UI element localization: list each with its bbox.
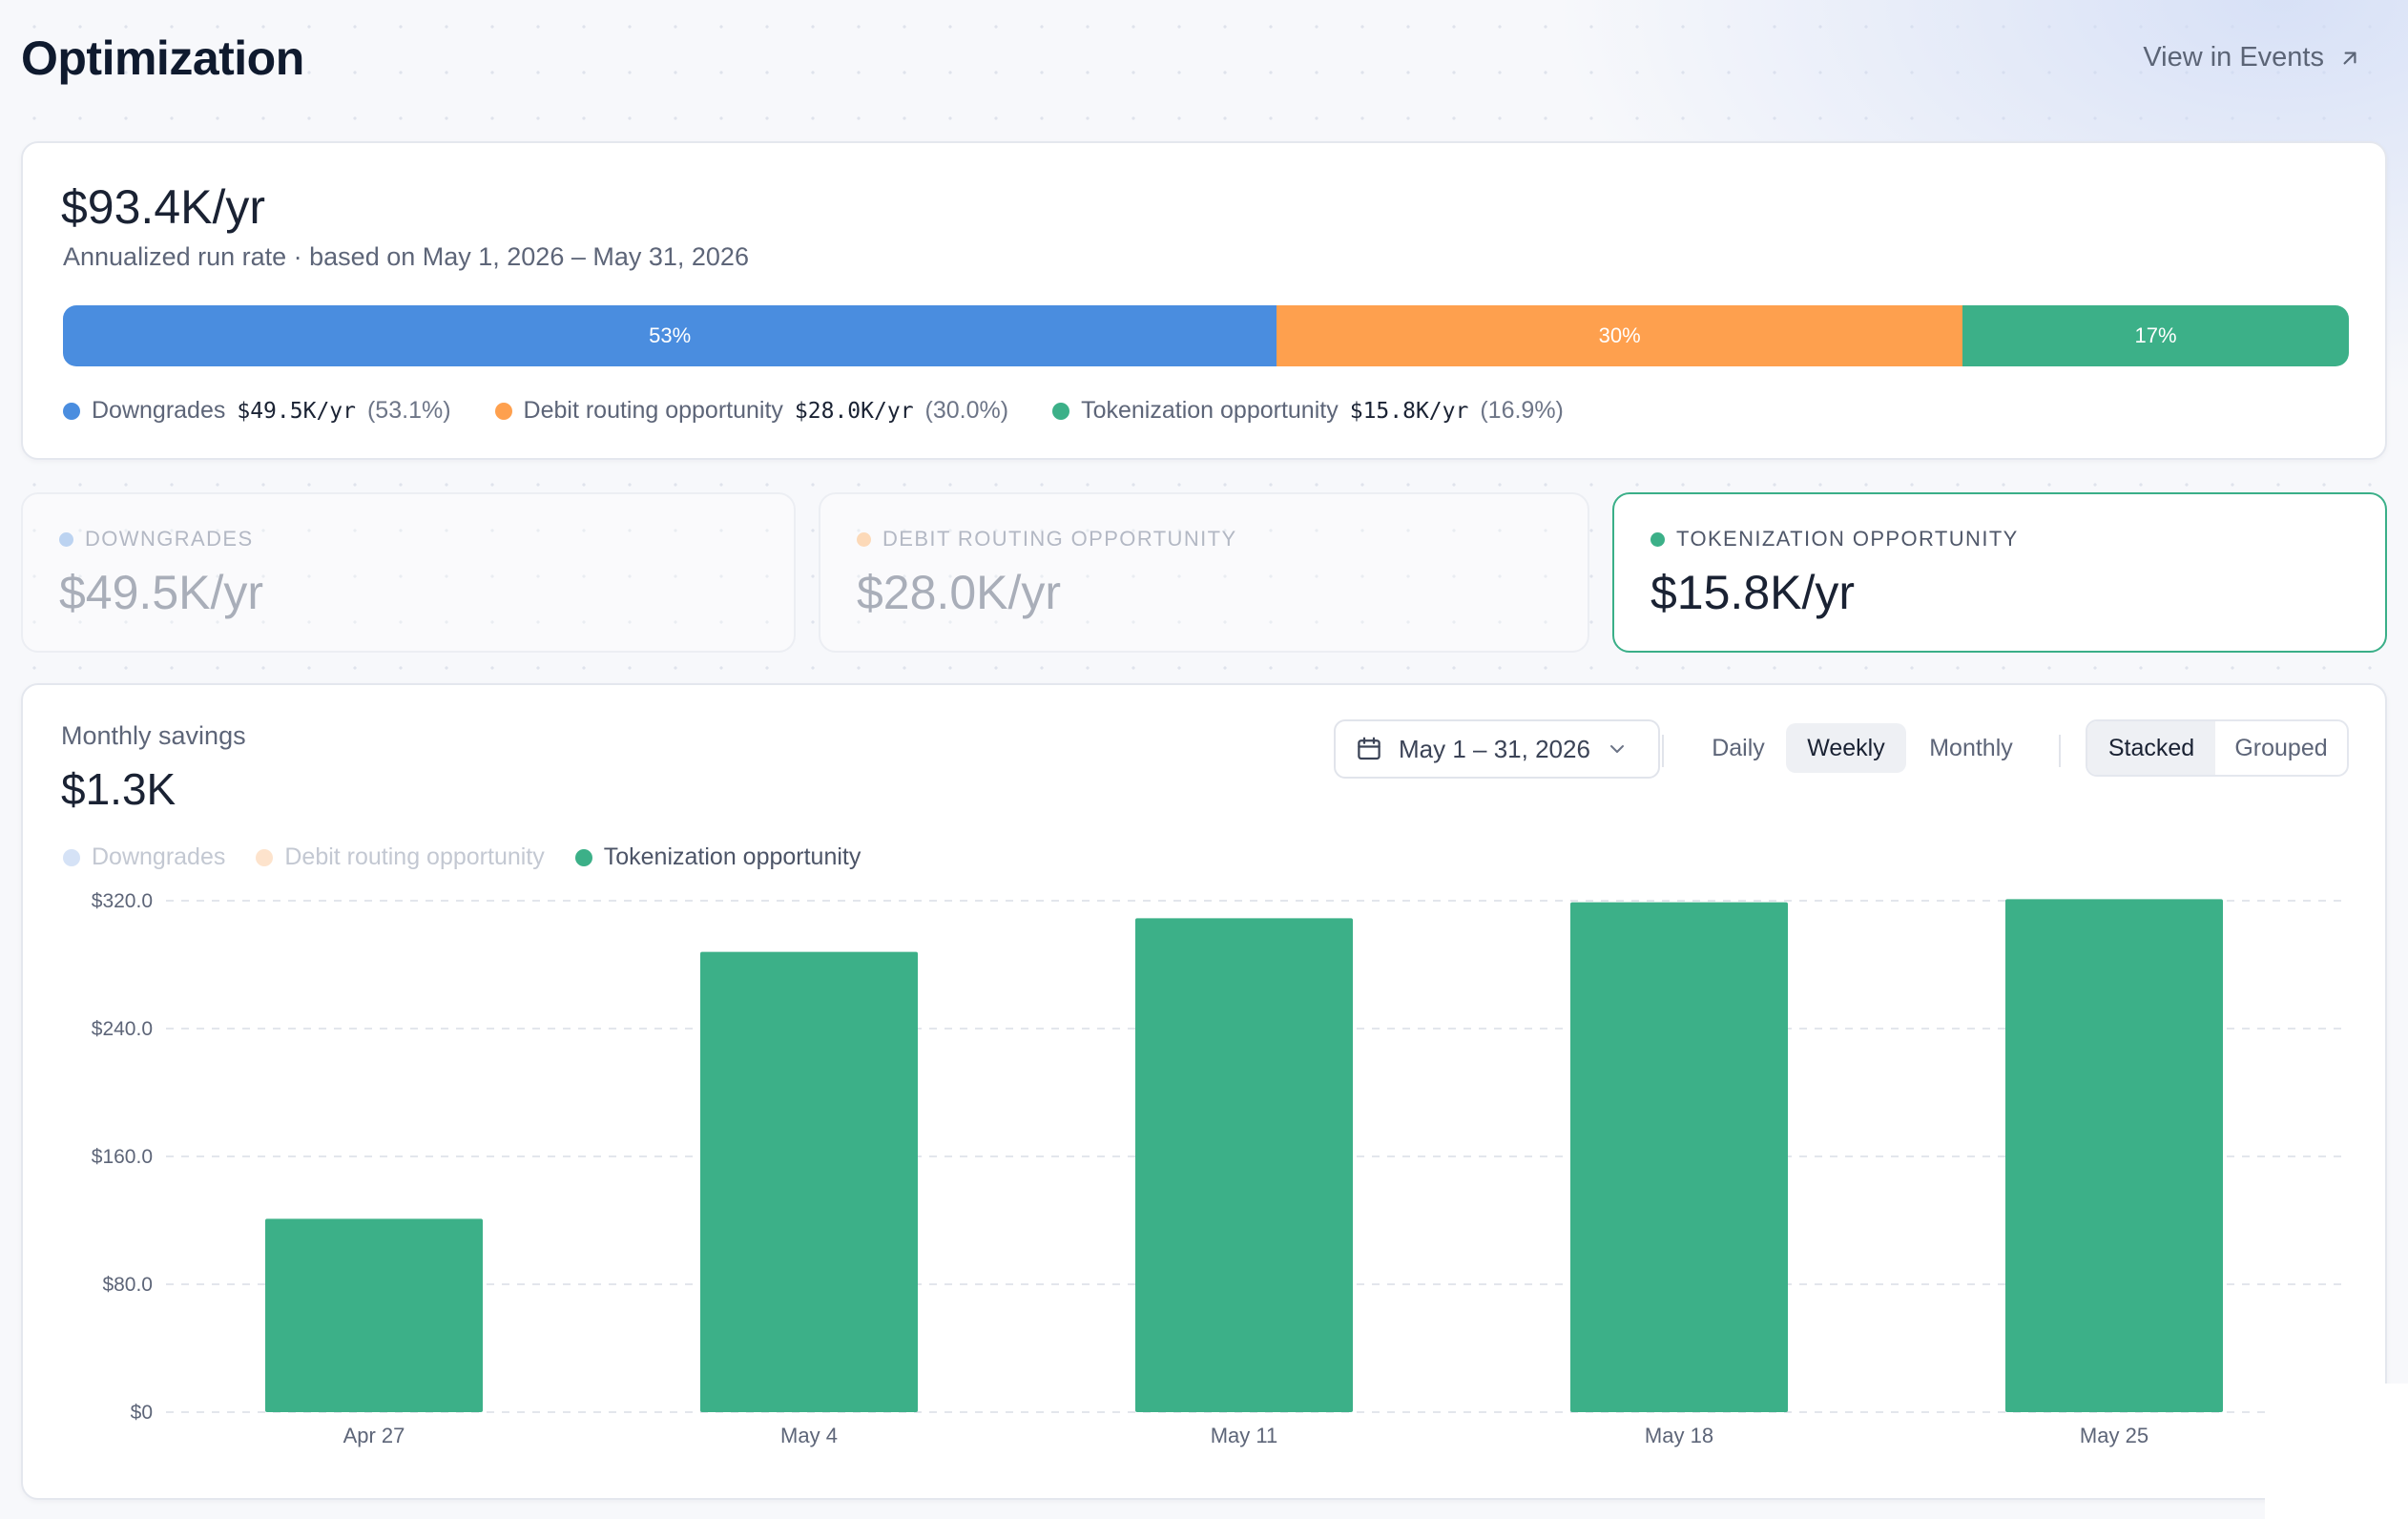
- mix-legend-downgrades: Downgrades $49.5K/yr (53.1%): [63, 397, 451, 425]
- tile-debit-routing[interactable]: DEBIT ROUTING OPPORTUNITY $28.0K/yr: [819, 492, 1589, 653]
- tile-downgrades[interactable]: DOWNGRADES $49.5K/yr: [21, 492, 796, 653]
- granularity-monthly[interactable]: Monthly: [1929, 734, 2013, 761]
- date-range-picker[interactable]: May 1 – 31, 2026: [1334, 719, 1660, 779]
- arrow-up-right-icon: [2343, 52, 2356, 64]
- mix-segment-downgrades: 53%: [63, 305, 1277, 366]
- chart-mode-toggle: Stacked Grouped: [2086, 719, 2349, 777]
- tile-value: $28.0K/yr: [857, 566, 1062, 619]
- toolbar-divider: [1662, 735, 1664, 767]
- mix-segment-debit-routing: 30%: [1277, 305, 1963, 366]
- chart-legend: Downgrades Debit routing opportunity Tok…: [63, 843, 861, 871]
- tile-dot-icon: [59, 531, 73, 547]
- legend-value: $49.5K/yr: [237, 398, 356, 424]
- chevron-down-icon: [1609, 745, 1624, 753]
- legend-value: $28.0K/yr: [794, 398, 914, 424]
- y-tick-label: $240.0: [92, 1018, 153, 1040]
- x-tick-label: May 11: [1211, 1424, 1278, 1447]
- run-rate-card: $93.4K/yr Annualized run rate · based on…: [21, 141, 2387, 460]
- y-tick-label: $80.0: [102, 1274, 153, 1296]
- bar: [700, 951, 918, 1412]
- legend-dot-icon: [494, 402, 512, 420]
- calendar-icon: [1358, 737, 1380, 760]
- view-in-events-link[interactable]: View in Events: [2143, 42, 2362, 73]
- run-rate-value: $93.4K/yr: [61, 180, 266, 234]
- tile-value: $49.5K/yr: [59, 566, 264, 619]
- mix-legend: Downgrades $49.5K/yr (53.1%) Debit routi…: [63, 397, 1564, 425]
- tile-label-text: TOKENIZATION OPPORTUNITY: [1676, 527, 2019, 551]
- chart-legend-downgrades[interactable]: Downgrades: [63, 843, 225, 871]
- bar: [1570, 902, 1788, 1412]
- mode-grouped-button[interactable]: Grouped: [2234, 734, 2328, 761]
- y-tick-label: $0: [131, 1402, 153, 1424]
- legend-name: Debit routing opportunity: [523, 397, 783, 424]
- legend-name: Downgrades: [92, 397, 226, 424]
- legend-percent: (16.9%): [1480, 397, 1564, 424]
- tile-tokenization[interactable]: TOKENIZATION OPPORTUNITY $15.8K/yr: [1612, 492, 2387, 653]
- tile-label: DOWNGRADES: [59, 527, 254, 551]
- y-tick-label: $320.0: [92, 890, 153, 912]
- legend-name: Tokenization opportunity: [603, 843, 861, 870]
- mix-segment-tokenization: 17%: [1962, 305, 2349, 366]
- legend-dot-icon: [574, 848, 592, 866]
- legend-name: Downgrades: [92, 843, 226, 870]
- bar: [1135, 918, 1353, 1412]
- monthly-savings-card: Monthly savings $1.3K May 1 – 31, 2026 D…: [21, 683, 2387, 1500]
- chart-card-title: Monthly savings: [61, 721, 246, 750]
- legend-dot-icon: [63, 402, 80, 420]
- tile-label-text: DOWNGRADES: [85, 527, 254, 551]
- x-tick-label: Apr 27: [343, 1424, 405, 1447]
- tile-dot-icon: [857, 531, 871, 547]
- granularity-daily[interactable]: Daily: [1712, 734, 1765, 761]
- date-range-label: May 1 – 31, 2026: [1399, 734, 1590, 763]
- tile-label-text: DEBIT ROUTING OPPORTUNITY: [882, 527, 1237, 551]
- corner-overlay: [2265, 1384, 2408, 1519]
- mix-legend-debit-routing: Debit routing opportunity $28.0K/yr (30.…: [494, 397, 1009, 425]
- x-tick-label: May 4: [780, 1424, 838, 1447]
- toolbar-divider: [2059, 735, 2061, 767]
- savings-mix-bar: 53% 30% 17%: [63, 305, 2349, 366]
- legend-percent: (53.1%): [366, 397, 451, 424]
- run-rate-subtitle: Annualized run rate · based on May 1, 20…: [63, 242, 749, 271]
- legend-dot-icon: [1052, 402, 1070, 420]
- mix-legend-tokenization: Tokenization opportunity $15.8K/yr (16.9…: [1052, 397, 1564, 425]
- chart-card-total: $1.3K: [61, 764, 176, 814]
- legend-percent: (30.0%): [924, 397, 1009, 424]
- legend-value: $15.8K/yr: [1349, 398, 1469, 424]
- page-title: Optimization: [21, 31, 304, 85]
- x-tick-label: May 18: [1645, 1424, 1713, 1447]
- weekly-savings-bar-chart: $0 $80.0 $160.0 $240.0 $320.0 Apr 27 May 4 May …: [92, 890, 2341, 1447]
- y-tick-label: $160.0: [92, 1146, 153, 1168]
- legend-name: Tokenization opportunity: [1081, 397, 1339, 424]
- tile-dot-icon: [1650, 531, 1665, 547]
- bar: [265, 1218, 483, 1412]
- chart-legend-tokenization[interactable]: Tokenization opportunity: [574, 843, 861, 871]
- view-in-events-label: View in Events: [2143, 42, 2324, 73]
- x-tick-label: May 25: [2080, 1424, 2149, 1447]
- tile-label: DEBIT ROUTING OPPORTUNITY: [857, 527, 1237, 551]
- legend-name: Debit routing opportunity: [284, 843, 545, 870]
- tile-value: $15.8K/yr: [1650, 566, 1856, 619]
- mode-stacked-button[interactable]: Stacked: [2087, 721, 2215, 775]
- legend-dot-icon: [256, 848, 274, 866]
- bar: [2005, 899, 2223, 1412]
- tile-label: TOKENIZATION OPPORTUNITY: [1650, 527, 2019, 551]
- legend-dot-icon: [63, 848, 80, 866]
- chart-legend-debit-routing[interactable]: Debit routing opportunity: [256, 843, 545, 871]
- granularity-weekly[interactable]: Weekly: [1786, 723, 1906, 773]
